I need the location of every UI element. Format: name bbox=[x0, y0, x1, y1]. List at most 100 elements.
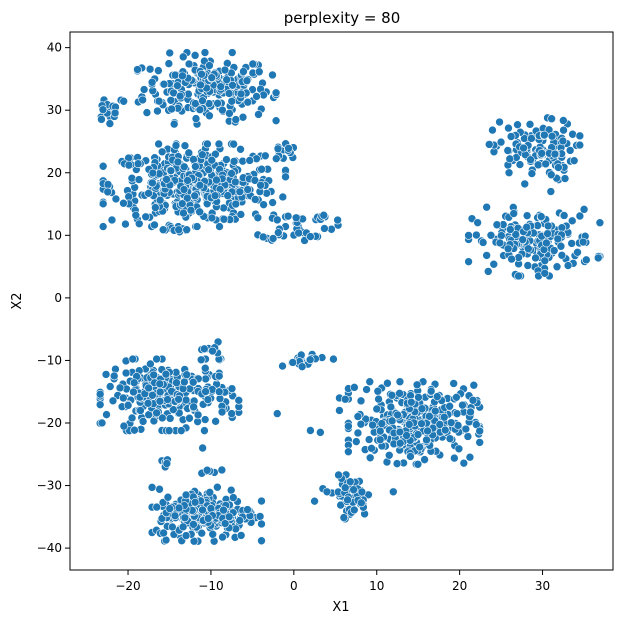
data-point bbox=[184, 59, 194, 69]
data-point bbox=[97, 115, 106, 124]
data-point bbox=[504, 168, 514, 178]
data-point bbox=[174, 503, 184, 513]
data-point bbox=[129, 387, 138, 397]
data-point bbox=[537, 149, 547, 158]
data-point bbox=[387, 390, 397, 400]
data-point bbox=[179, 208, 188, 218]
data-point bbox=[190, 51, 200, 60]
data-point bbox=[136, 406, 145, 415]
data-point bbox=[426, 386, 436, 396]
data-point bbox=[550, 149, 560, 159]
data-point bbox=[158, 498, 168, 507]
data-point bbox=[108, 396, 118, 406]
data-point bbox=[425, 412, 434, 421]
data-point bbox=[383, 378, 392, 388]
y-tick-label: 10 bbox=[47, 228, 62, 242]
data-point bbox=[170, 511, 180, 521]
data-point bbox=[144, 189, 153, 198]
data-point bbox=[162, 175, 171, 184]
data-point bbox=[345, 477, 355, 487]
data-point bbox=[119, 198, 128, 208]
data-point bbox=[515, 160, 525, 169]
data-point bbox=[213, 99, 222, 108]
data-point bbox=[200, 344, 209, 354]
data-point bbox=[356, 396, 366, 406]
data-point bbox=[387, 416, 397, 426]
data-point bbox=[198, 96, 207, 105]
data-point bbox=[567, 216, 577, 226]
data-point bbox=[452, 393, 461, 402]
points-layer bbox=[95, 48, 605, 546]
data-point bbox=[236, 145, 245, 154]
data-point bbox=[97, 418, 107, 428]
data-point bbox=[558, 136, 568, 146]
data-point bbox=[514, 253, 523, 262]
data-point bbox=[142, 108, 152, 117]
data-point bbox=[386, 402, 396, 412]
data-point bbox=[236, 210, 246, 219]
x-tick-label: −10 bbox=[198, 579, 223, 593]
data-point bbox=[377, 419, 387, 428]
data-point bbox=[152, 408, 161, 418]
data-point bbox=[310, 496, 319, 506]
data-point bbox=[473, 218, 482, 227]
data-point bbox=[375, 426, 385, 436]
data-point bbox=[367, 444, 376, 453]
data-point bbox=[144, 383, 153, 393]
data-point bbox=[395, 389, 404, 398]
data-point bbox=[395, 427, 405, 437]
data-point bbox=[222, 155, 231, 164]
data-point bbox=[542, 238, 551, 248]
data-point bbox=[489, 259, 499, 269]
data-point bbox=[563, 261, 573, 270]
data-point bbox=[468, 395, 478, 405]
data-point bbox=[204, 165, 213, 174]
data-point bbox=[252, 92, 261, 101]
data-point bbox=[546, 170, 556, 180]
data-point bbox=[488, 125, 497, 135]
data-point bbox=[257, 519, 266, 529]
data-point bbox=[340, 394, 350, 404]
data-point bbox=[208, 346, 217, 356]
data-point bbox=[231, 177, 240, 187]
data-point bbox=[482, 251, 491, 260]
data-point bbox=[349, 505, 359, 515]
data-point bbox=[227, 384, 237, 393]
data-point bbox=[166, 166, 176, 175]
data-point bbox=[536, 212, 546, 221]
data-point bbox=[344, 421, 353, 431]
data-point bbox=[417, 404, 427, 414]
data-point bbox=[205, 61, 214, 70]
data-point bbox=[171, 141, 181, 150]
data-point bbox=[365, 377, 375, 387]
data-point bbox=[207, 73, 217, 82]
data-point bbox=[334, 470, 343, 480]
data-point bbox=[155, 387, 165, 397]
data-point bbox=[357, 487, 367, 497]
data-point bbox=[392, 459, 402, 468]
data-point bbox=[486, 230, 496, 240]
data-point bbox=[215, 222, 224, 231]
x-tick-label: 30 bbox=[535, 579, 550, 593]
data-point bbox=[524, 244, 533, 254]
data-point bbox=[109, 371, 119, 381]
data-point bbox=[503, 146, 513, 155]
x-tick-label: 0 bbox=[290, 579, 298, 593]
data-point bbox=[435, 420, 445, 429]
data-point bbox=[368, 420, 377, 430]
data-point bbox=[181, 490, 191, 500]
data-point bbox=[356, 419, 366, 429]
data-point bbox=[169, 119, 179, 129]
data-point bbox=[155, 396, 165, 406]
data-point bbox=[496, 137, 506, 147]
data-point bbox=[492, 220, 502, 230]
data-point bbox=[195, 105, 205, 115]
data-point bbox=[229, 157, 239, 166]
data-point bbox=[322, 487, 332, 497]
data-point bbox=[531, 253, 540, 263]
data-point bbox=[357, 498, 366, 508]
data-point bbox=[158, 225, 168, 235]
data-point bbox=[336, 500, 345, 510]
data-point bbox=[306, 232, 315, 241]
data-point bbox=[127, 413, 137, 423]
